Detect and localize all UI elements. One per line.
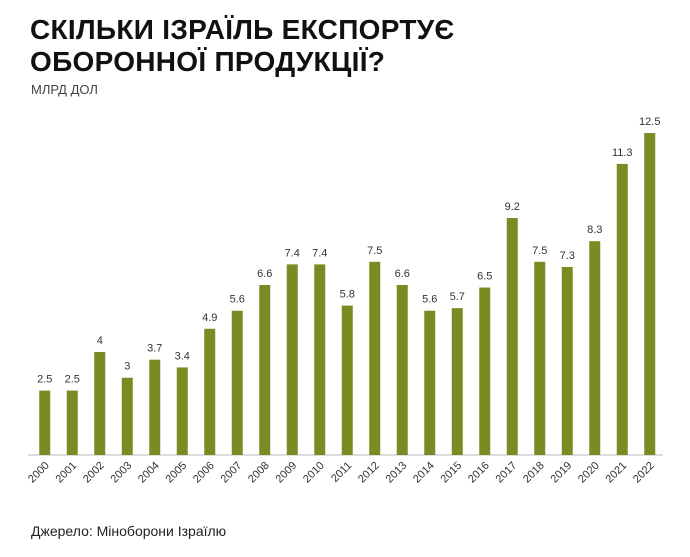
bar	[341, 305, 353, 455]
value-label: 5.6	[422, 294, 437, 306]
bar	[39, 390, 51, 455]
value-label: 7.3	[560, 250, 575, 262]
value-label: 6.6	[257, 268, 272, 280]
value-label: 4	[97, 335, 103, 347]
bar	[314, 264, 326, 455]
bar	[479, 287, 491, 455]
bar	[259, 284, 271, 455]
bar	[424, 310, 436, 455]
value-label: 4.9	[202, 312, 217, 324]
subtitle: МЛРД ДОЛ	[31, 82, 98, 97]
value-label: 12.5	[639, 116, 660, 128]
x-tick-label: 2021	[604, 460, 630, 486]
x-tick-label: 2014	[411, 460, 437, 486]
bar	[231, 310, 243, 455]
bar	[94, 351, 106, 455]
bar	[149, 359, 161, 455]
x-tick-label: 2003	[109, 460, 135, 486]
bar	[616, 163, 628, 456]
bar	[534, 261, 546, 455]
value-label: 7.5	[532, 245, 547, 257]
value-label: 9.2	[505, 201, 520, 213]
bar	[204, 328, 216, 455]
x-tick-label: 2016	[466, 460, 492, 486]
bar	[396, 284, 408, 455]
x-tick-label: 2013	[384, 460, 410, 486]
bar	[369, 261, 381, 455]
bar	[286, 264, 298, 455]
x-tick-label: 2019	[549, 460, 575, 486]
x-tick-label: 2007	[219, 460, 245, 486]
x-tick-label: 2011	[329, 460, 354, 485]
value-label: 2.5	[65, 374, 80, 386]
x-tick-label: 2002	[81, 460, 107, 486]
value-label: 7.4	[285, 247, 300, 259]
value-label: 5.8	[340, 289, 355, 301]
value-label: 6.5	[477, 271, 492, 283]
x-tick-label: 2020	[576, 460, 602, 486]
value-label: 2.5	[37, 374, 52, 386]
value-label: 8.3	[587, 224, 602, 236]
x-tick-label: 2009	[274, 460, 300, 486]
bar	[561, 266, 573, 455]
chart: 2.5 2000 2.5 2001 4 2002 3 2003 3.7 2004 3.4 2005 4.…	[26, 116, 663, 486]
bar	[121, 377, 133, 455]
x-tick-label: 2004	[136, 460, 162, 486]
value-label: 3	[124, 361, 130, 373]
x-tick-label: 2005	[164, 460, 190, 486]
value-label: 5.7	[450, 291, 465, 303]
value-label: 5.6	[230, 294, 245, 306]
bar	[451, 308, 463, 455]
bar	[176, 367, 188, 455]
value-label: 7.4	[312, 247, 327, 259]
x-tick-label: 2018	[521, 460, 547, 486]
chart-title: СКІЛЬКИ ІЗРАЇЛЬ ЕКСПОРТУЄ ОБОРОННОЇ ПРОД…	[30, 14, 455, 77]
bar	[589, 241, 601, 455]
bar	[506, 218, 518, 455]
x-tick-label: 2006	[191, 460, 217, 486]
bar	[644, 133, 656, 455]
x-tick-label: 2012	[356, 460, 382, 486]
source: Джерело: Міноборони Ізраїлю	[31, 523, 227, 539]
value-label: 3.7	[147, 343, 162, 355]
value-label: 11.3	[612, 147, 633, 159]
x-tick-label: 2000	[26, 460, 52, 486]
value-label: 7.5	[367, 245, 382, 257]
x-tick-label: 2001	[54, 460, 80, 486]
bar	[66, 390, 78, 455]
x-tick-label: 2008	[246, 460, 272, 486]
x-tick-label: 2022	[631, 460, 657, 486]
x-tick-label: 2010	[301, 460, 327, 486]
x-tick-label: 2015	[439, 460, 465, 486]
value-label: 6.6	[395, 268, 410, 280]
value-label: 3.4	[175, 350, 190, 362]
x-tick-label: 2017	[494, 460, 520, 486]
